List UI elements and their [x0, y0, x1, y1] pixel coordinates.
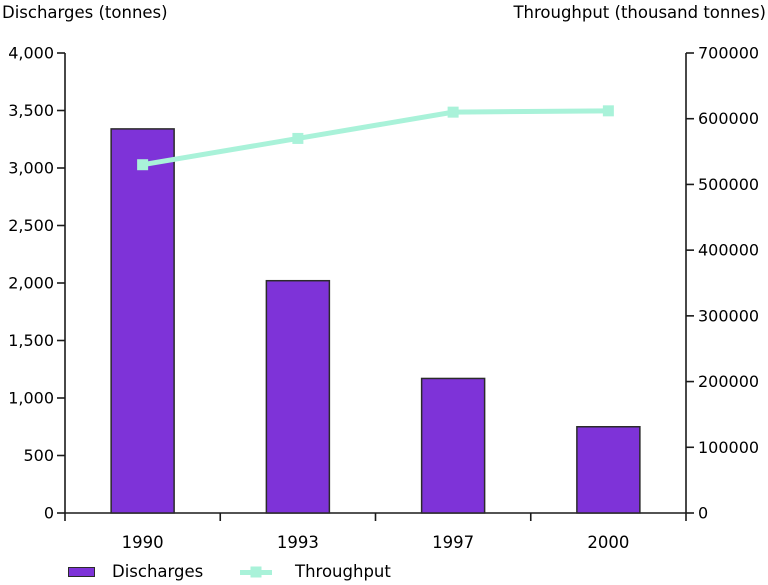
right-axis-tick-label: 500000 — [698, 175, 759, 194]
throughput-point-2000 — [602, 105, 614, 117]
x-axis-label-1993: 1993 — [277, 533, 319, 552]
x-axis-label-2000: 2000 — [587, 533, 629, 552]
left-axis-tick-label: 2,500 — [8, 216, 54, 235]
left-axis-title: Discharges (tonnes) — [2, 3, 168, 22]
throughput-line — [142, 108, 609, 168]
right-axis-tick-label: 100000 — [698, 438, 759, 457]
right-axis-tick-label: 700000 — [698, 44, 759, 63]
bar-1993 — [265, 279, 331, 514]
left-axis-tick-label: 500 — [23, 446, 54, 465]
throughput-point-1993 — [292, 132, 304, 144]
right-axis-tick-label: 0 — [698, 504, 708, 523]
right-axis-tick-label: 300000 — [698, 306, 759, 325]
left-axis-tick-label: 1,500 — [8, 331, 54, 350]
left-axis-tick-label: 2,000 — [8, 274, 54, 293]
legend-item-throughput: Throughput — [240, 561, 391, 583]
discharges-legend-swatch — [68, 567, 95, 577]
left-axis-tick-label: 0 — [44, 504, 54, 523]
throughput-point-1990 — [137, 159, 149, 171]
right-axis-tick-label: 600000 — [698, 109, 759, 128]
bar-1990 — [110, 128, 175, 514]
legend-item-discharges: Discharges — [68, 561, 203, 583]
left-axis-tick-label: 4,000 — [8, 44, 54, 63]
bar-1997 — [420, 377, 486, 514]
throughput-legend-label: Throughput — [295, 562, 391, 581]
throughput-legend-line — [240, 566, 272, 578]
left-axis-tick-label: 3,000 — [8, 159, 54, 178]
discharges-legend-label: Discharges — [112, 562, 204, 581]
x-axis-label-1997: 1997 — [432, 533, 474, 552]
right-axis-title: Throughput (thousand tonnes) — [513, 3, 766, 22]
right-axis-tick-label: 200000 — [698, 372, 759, 391]
right-axis-tick-label: 400000 — [698, 241, 759, 260]
bar-2000 — [576, 426, 641, 514]
left-axis-tick-label: 3,500 — [8, 101, 54, 120]
x-axis-label-1990: 1990 — [122, 533, 164, 552]
left-axis-tick-label: 1,000 — [8, 389, 54, 408]
throughput-point-1997 — [447, 106, 459, 118]
throughput-legend-marker — [250, 566, 262, 578]
